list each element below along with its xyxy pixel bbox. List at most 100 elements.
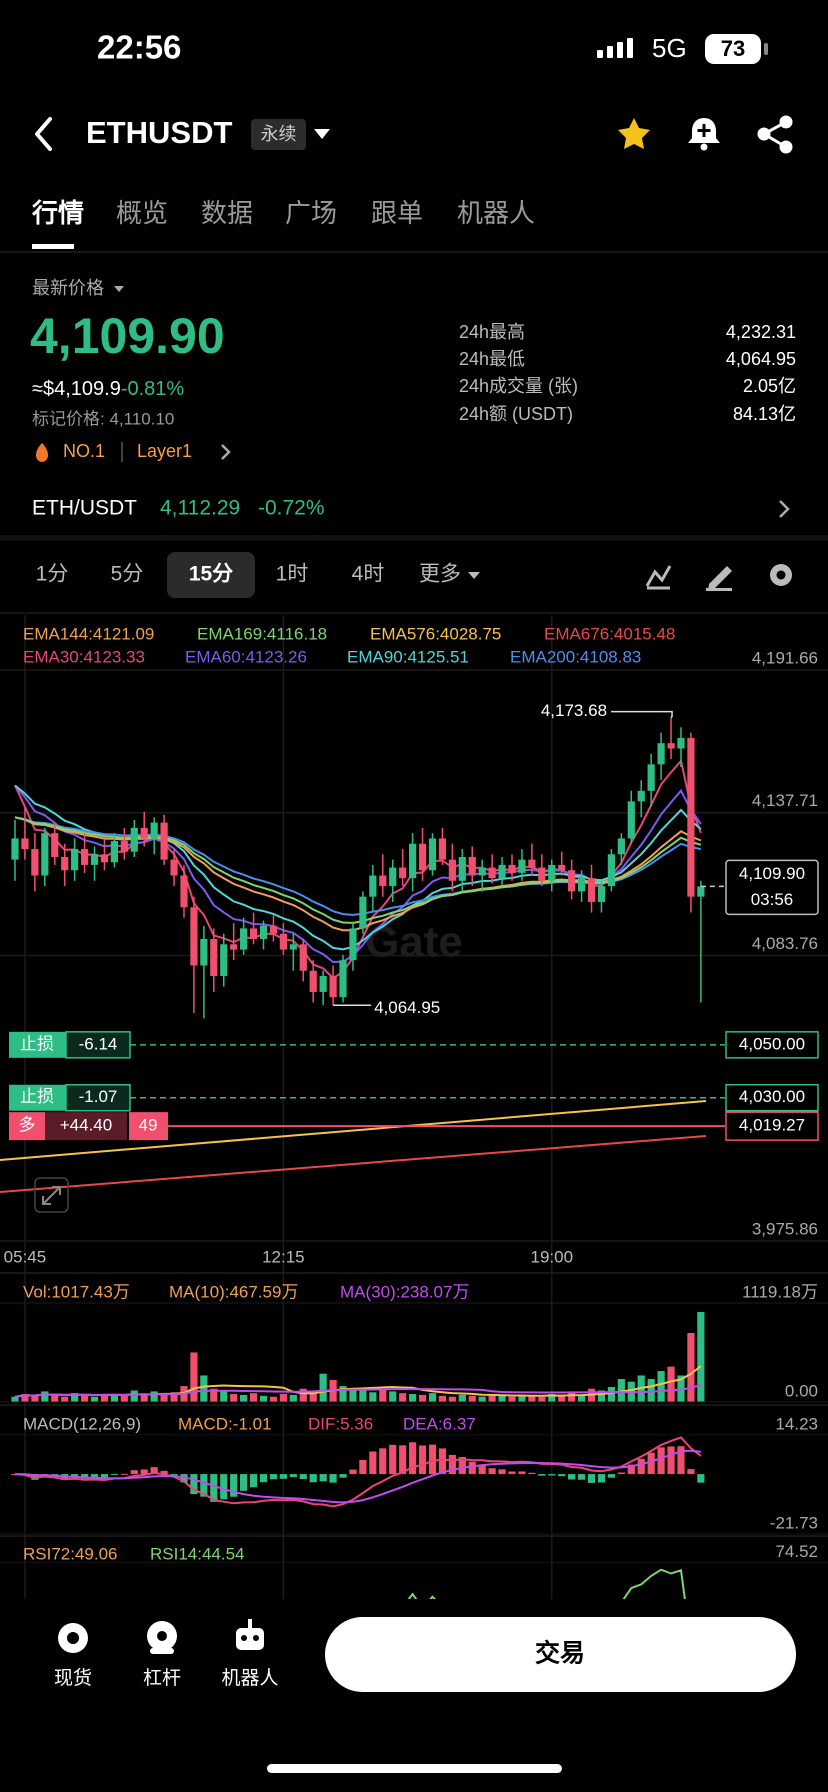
- badge: 永续: [261, 124, 297, 144]
- interval[interactable]: 4时: [352, 563, 385, 586]
- volume-bar: [190, 1352, 198, 1402]
- home-indicator: [267, 1764, 562, 1773]
- nav-label[interactable]: 现货: [54, 1667, 92, 1689]
- spot-icon[interactable]: [58, 1623, 88, 1653]
- favorite-star[interactable]: [618, 118, 650, 149]
- interval[interactable]: 1分: [36, 563, 69, 586]
- tab[interactable]: 跟单: [371, 198, 423, 228]
- candle-body: [269, 925, 278, 934]
- tab[interactable]: 广场: [285, 198, 337, 228]
- alert-bell[interactable]: [688, 118, 720, 151]
- share-button[interactable]: [757, 115, 793, 154]
- candle-body: [548, 864, 556, 881]
- ema-legend: EMA676:4015.48: [544, 624, 675, 643]
- volume-bar: [558, 1395, 566, 1402]
- back-button[interactable]: [35, 117, 52, 151]
- candle-body: [51, 833, 59, 857]
- macd-hist: [468, 1461, 476, 1475]
- price-dropdown[interactable]: [114, 286, 124, 292]
- macd-hist: [279, 1474, 287, 1479]
- volume-bar: [458, 1394, 466, 1402]
- spot-chevron[interactable]: [779, 500, 790, 518]
- nav-label[interactable]: 机器人: [221, 1667, 278, 1689]
- volume-bar: [418, 1394, 427, 1402]
- candle-body: [528, 859, 536, 868]
- candle-body: [468, 856, 476, 876]
- volume-bar: [200, 1375, 208, 1402]
- volume-legend: Vol:1017.43万: [23, 1282, 130, 1301]
- y-tick-label: 3,975.86: [752, 1219, 818, 1238]
- macd-hist: [389, 1444, 397, 1475]
- order-pnl: -6.14: [79, 1034, 118, 1053]
- interval[interactable]: 更多: [419, 563, 461, 586]
- macd-hist: [319, 1474, 327, 1482]
- trade-label[interactable]: 交易: [535, 1639, 585, 1668]
- tag: Layer1: [137, 441, 192, 461]
- candle-body: [249, 928, 258, 939]
- macd-hist: [299, 1474, 307, 1480]
- nav-label[interactable]: 杠杆: [143, 1667, 181, 1689]
- tag-chevron[interactable]: [221, 444, 231, 460]
- interval[interactable]: 5分: [111, 563, 144, 586]
- bot-icon[interactable]: [236, 1619, 264, 1650]
- interval[interactable]: 15分: [189, 563, 233, 586]
- candle-body: [697, 886, 705, 897]
- last-price: 4,109.90: [30, 308, 225, 364]
- settings-button[interactable]: [770, 564, 792, 586]
- macd-hist: [657, 1447, 665, 1475]
- macd-hist: [577, 1474, 586, 1480]
- macd-hist: [448, 1454, 456, 1475]
- symbol-dropdown[interactable]: [314, 129, 330, 139]
- candle-body: [259, 925, 268, 939]
- macd-hist: [418, 1445, 427, 1475]
- volume-bar: [389, 1391, 397, 1402]
- expand-button[interactable]: [34, 1177, 69, 1213]
- macd-hist: [120, 1473, 128, 1475]
- volume-bar: [210, 1388, 218, 1402]
- trade-button[interactable]: [325, 1617, 796, 1692]
- volume-bar: [548, 1394, 556, 1402]
- mark-price: 标记价格: 4,110.10: [32, 409, 174, 428]
- draw-button[interactable]: [706, 566, 732, 591]
- tab[interactable]: 概览: [116, 198, 168, 228]
- watermark: Gate: [365, 918, 463, 967]
- volume-bar: [568, 1392, 576, 1402]
- candle-body: [538, 867, 546, 881]
- volume-bar: [359, 1390, 367, 1402]
- candle-body: [418, 843, 427, 871]
- macd-hist: [458, 1457, 466, 1475]
- y-tick-label: -21.73: [770, 1513, 818, 1532]
- macd-hist: [637, 1458, 645, 1475]
- candle-body: [627, 801, 635, 839]
- volume-bar: [438, 1395, 447, 1402]
- macd-hist: [399, 1445, 407, 1475]
- macd-hist: [498, 1469, 506, 1475]
- macd-hist: [160, 1470, 168, 1475]
- tab[interactable]: 机器人: [457, 198, 535, 228]
- macd-hist: [210, 1474, 218, 1502]
- macd-hist: [558, 1474, 566, 1477]
- volume-bar: [120, 1395, 128, 1402]
- margin-icon[interactable]: [147, 1621, 177, 1654]
- candle-body: [458, 856, 466, 881]
- y-tick-label: 0.00: [785, 1381, 818, 1400]
- indicator-button[interactable]: [645, 565, 672, 590]
- volume-bar: [309, 1391, 317, 1402]
- macd-legend: MACD:-1.01: [178, 1414, 272, 1433]
- volume-bar: [448, 1396, 456, 1402]
- tab[interactable]: 行情: [31, 198, 84, 228]
- macd-hist: [617, 1472, 625, 1475]
- macd-hist: [478, 1464, 486, 1475]
- volume-bar: [71, 1393, 79, 1402]
- tab[interactable]: 数据: [201, 198, 253, 228]
- macd-legend: DIF:5.36: [308, 1414, 373, 1433]
- macd-hist: [80, 1474, 89, 1479]
- candle-body: [329, 976, 337, 998]
- interval[interactable]: 1时: [276, 563, 309, 586]
- spot-change: -0.72%: [258, 497, 325, 520]
- volume-bar: [687, 1332, 695, 1402]
- position-price-box: [725, 1111, 819, 1141]
- candle-body: [687, 737, 695, 897]
- more-dropdown[interactable]: [468, 572, 480, 579]
- candle-body: [359, 896, 367, 929]
